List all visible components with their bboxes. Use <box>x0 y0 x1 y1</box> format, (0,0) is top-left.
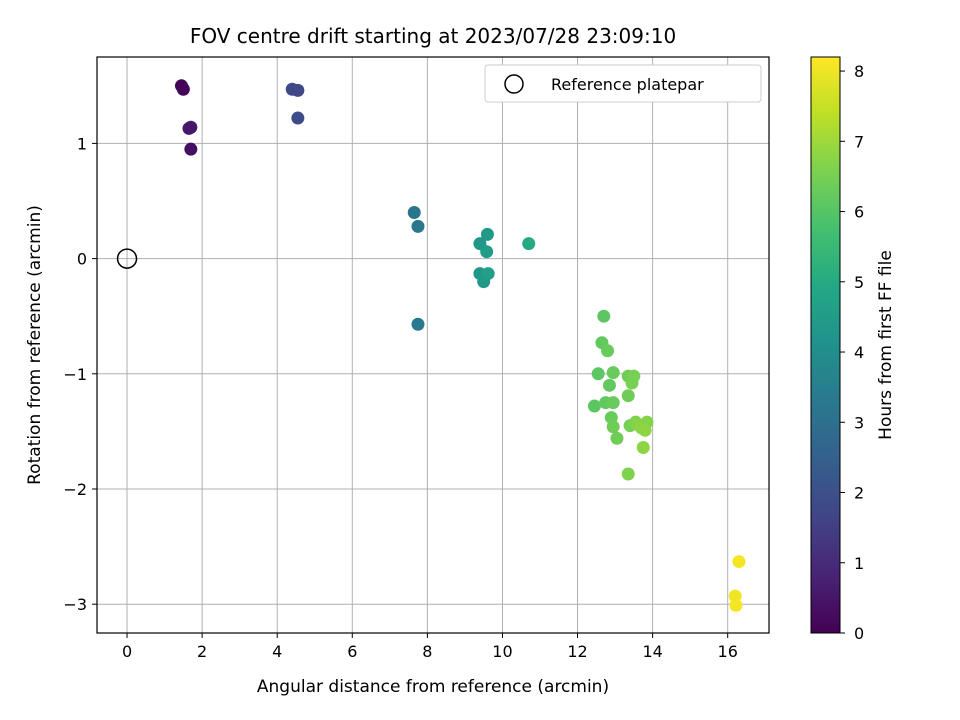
x-tick-label: 0 <box>122 642 132 661</box>
y-tick-label: −3 <box>63 595 87 614</box>
x-axis-ticks: 0 2 4 6 8 10 12 14 16 <box>122 633 738 661</box>
data-point <box>621 467 635 481</box>
data-point <box>480 245 494 259</box>
reference-marker-group <box>116 248 138 269</box>
data-point <box>606 420 620 434</box>
y-tick-label: 0 <box>77 250 87 269</box>
data-point <box>601 344 615 358</box>
colorbar-tick-label: 4 <box>854 343 864 362</box>
colorbar-tick-label: 0 <box>854 624 864 643</box>
x-axis-label: Angular distance from reference (arcmin) <box>257 677 609 697</box>
data-point <box>625 376 639 390</box>
y-axis-label: Rotation from reference (arcmin) <box>25 205 45 485</box>
legend: Reference platepar <box>484 64 762 103</box>
x-tick-label: 16 <box>718 642 738 661</box>
data-point <box>729 598 743 612</box>
data-point <box>480 227 494 241</box>
y-axis-ticks: 1 0 −1 −2 −3 <box>63 134 97 614</box>
x-tick-label: 6 <box>347 642 357 661</box>
chart-title: FOV centre drift starting at 2023/07/28 … <box>190 24 676 48</box>
data-point <box>591 367 605 381</box>
data-point <box>291 111 305 125</box>
colorbar-tick-label: 5 <box>854 273 864 292</box>
x-tick-label: 10 <box>492 642 512 661</box>
x-tick-label: 14 <box>642 642 662 661</box>
x-tick-label: 4 <box>272 642 282 661</box>
legend-box <box>484 64 762 103</box>
reference-platepar-marker <box>116 248 138 269</box>
data-point <box>182 121 196 135</box>
data-point <box>176 82 190 96</box>
colorbar-tick-label: 1 <box>854 554 864 573</box>
grid <box>97 57 769 633</box>
colorbar-tick-label: 3 <box>854 413 864 432</box>
y-tick-label: −1 <box>63 365 87 384</box>
data-point <box>522 237 536 251</box>
data-point <box>610 431 624 445</box>
data-point <box>732 555 746 569</box>
data-point <box>411 317 425 331</box>
data-point <box>602 378 616 392</box>
data-point <box>184 142 198 156</box>
colorbar-label: Hours from first FF file <box>876 250 896 440</box>
colorbar-ticks: 0 1 2 3 4 5 6 7 8 <box>840 62 864 643</box>
colorbar-gradient <box>810 56 841 634</box>
data-point <box>291 83 305 97</box>
data-point <box>638 423 652 437</box>
colorbar-tick-label: 6 <box>854 203 864 222</box>
legend-marker-icon <box>504 74 524 94</box>
colorbar: 0 1 2 3 4 5 6 7 8 Hours from first FF file <box>810 56 896 643</box>
data-point <box>621 389 635 403</box>
scatter-points <box>174 79 746 612</box>
colorbar-tick-label: 8 <box>854 62 864 81</box>
data-point <box>481 267 495 281</box>
data-point <box>606 396 620 410</box>
data-point <box>411 219 425 233</box>
x-tick-label: 8 <box>422 642 432 661</box>
legend-entry-reference: Reference platepar <box>551 75 704 94</box>
colorbar-tick-label: 2 <box>854 484 864 503</box>
y-tick-label: −2 <box>63 480 87 499</box>
plot-frame <box>96 56 770 634</box>
x-tick-label: 12 <box>567 642 587 661</box>
data-point <box>606 366 620 380</box>
data-point <box>587 399 601 413</box>
colorbar-tick-label: 7 <box>854 132 864 151</box>
y-tick-label: 1 <box>77 134 87 153</box>
data-point <box>407 206 421 220</box>
x-tick-label: 2 <box>197 642 207 661</box>
data-point <box>597 309 611 323</box>
data-point <box>636 441 650 455</box>
